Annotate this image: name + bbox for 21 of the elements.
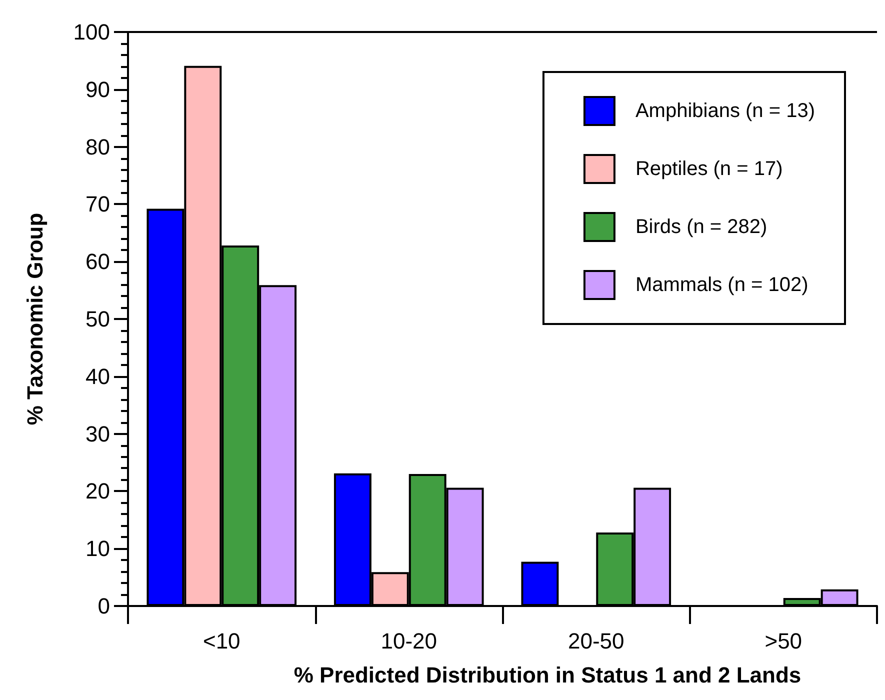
x-tick-label: <10 [202,628,240,654]
y-tick-label: 40 [86,364,110,389]
legend-label: Mammals (n = 102) [635,274,808,296]
y-tick-label: 0 [98,594,110,618]
x-axis-title: % Predicted Distribution in Status 1 and 2 Lands [294,662,802,688]
y-tick-label: 80 [86,134,110,160]
y-tick-label: 100 [73,20,110,44]
y-tick-label: 70 [86,192,110,217]
y-tick-label: 20 [86,478,110,504]
y-axis-title: % Taxonomic Group [22,212,48,426]
y-tick-label: 60 [86,249,110,274]
y-tick-label: 90 [86,76,110,102]
y-tick-label: 30 [86,421,110,446]
x-tick-label: 10-20 [380,628,438,654]
legend-label: Birds (n = 282) [635,216,768,238]
y-tick-label: 10 [86,536,110,562]
y-tick-label: 50 [86,306,110,332]
x-tick-label: >50 [764,628,802,654]
legend-label: Amphibians (n = 13) [635,100,816,122]
x-tick-label: 20-50 [568,628,624,654]
legend-label: Reptiles (n = 17) [635,158,783,180]
